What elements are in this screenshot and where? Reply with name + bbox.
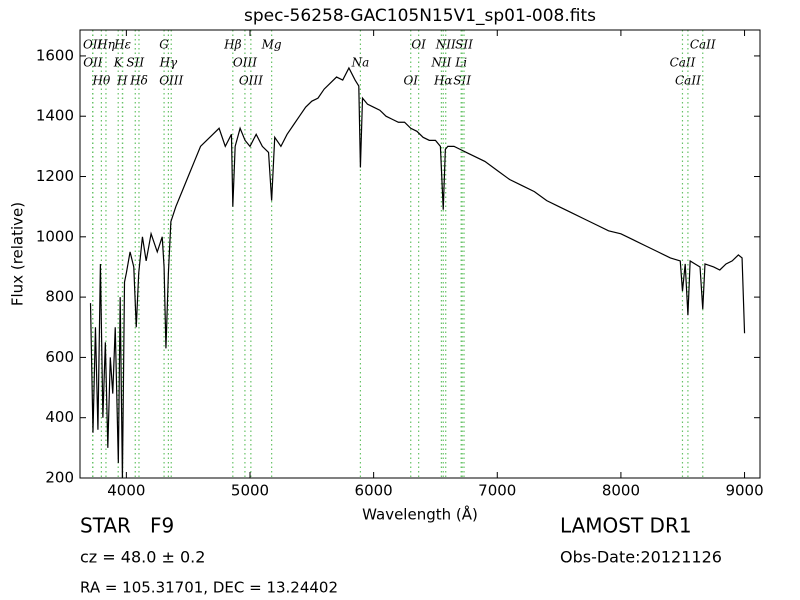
spectral-line-label: SII [126, 56, 144, 70]
spectral-line-label: OI [403, 74, 418, 88]
y-tick-label: 1200 [36, 167, 74, 185]
y-tick-label: 1400 [36, 107, 74, 125]
y-tick-label: 600 [45, 348, 74, 366]
spectral-line-label: Mg [261, 38, 282, 52]
spectral-line-label: Hδ [129, 74, 148, 88]
spectral-line-label: Hα [433, 74, 453, 88]
obs-date: Obs-Date:20121126 [560, 548, 722, 567]
spectral-line-label: Li [454, 56, 467, 70]
y-tick-label: 800 [45, 288, 74, 306]
spectral-line-label: Hη [96, 38, 115, 52]
object-class: STAR F9 [80, 514, 174, 538]
spectral-line-label: CaII [670, 56, 696, 70]
x-tick-label: 4000 [107, 482, 145, 500]
y-tick-label: 1000 [36, 227, 74, 245]
spectral-line-label: NII [435, 38, 456, 52]
spectral-line-label: OI [411, 38, 426, 52]
spectral-line-label: G [159, 38, 169, 52]
spectral-line-label: K [113, 56, 124, 70]
spectral-line-label: OIII [233, 56, 257, 70]
spectral-line-label: CaII [675, 74, 701, 88]
spectral-line-label: CaII [690, 38, 716, 52]
spectral-line-label: Hβ [223, 38, 241, 52]
redshift: cz = 48.0 ± 0.2 [80, 548, 205, 567]
spectral-line-label: OIII [159, 74, 183, 88]
coordinates: RA = 105.31701, DEC = 13.24402 [80, 579, 338, 597]
spectral-line-label: OII [83, 56, 103, 70]
y-axis-label: Flux (relative) [9, 202, 27, 306]
spectral-line-label: Hθ [92, 74, 111, 88]
x-tick-label: 9000 [725, 482, 763, 500]
y-tick-label: 1600 [36, 46, 74, 64]
x-axis-label: Wavelength (Å) [362, 505, 478, 524]
x-tick-label: 7000 [478, 482, 516, 500]
spectral-line-label: SII [453, 74, 471, 88]
y-tick-label: 200 [45, 469, 74, 487]
y-tick-label: 400 [45, 408, 74, 426]
plot-frame [79, 29, 761, 479]
spectral-line-label: OIII [239, 74, 263, 88]
spectral-line-label: Hγ [159, 56, 178, 70]
chart-title: spec-56258-GAC105N15V1_sp01-008.fits [244, 6, 596, 26]
x-tick-label: 8000 [602, 482, 640, 500]
spectral-line-label: NII [430, 56, 451, 70]
survey: LAMOST DR1 [560, 514, 692, 538]
x-tick-label: 5000 [231, 482, 269, 500]
spectral-line-label: Na [351, 56, 370, 70]
spectrum-line [89, 66, 746, 479]
spectral-line-label: SII [455, 38, 473, 52]
spectral-line-label: Hε [113, 38, 131, 52]
x-tick-label: 6000 [355, 482, 393, 500]
